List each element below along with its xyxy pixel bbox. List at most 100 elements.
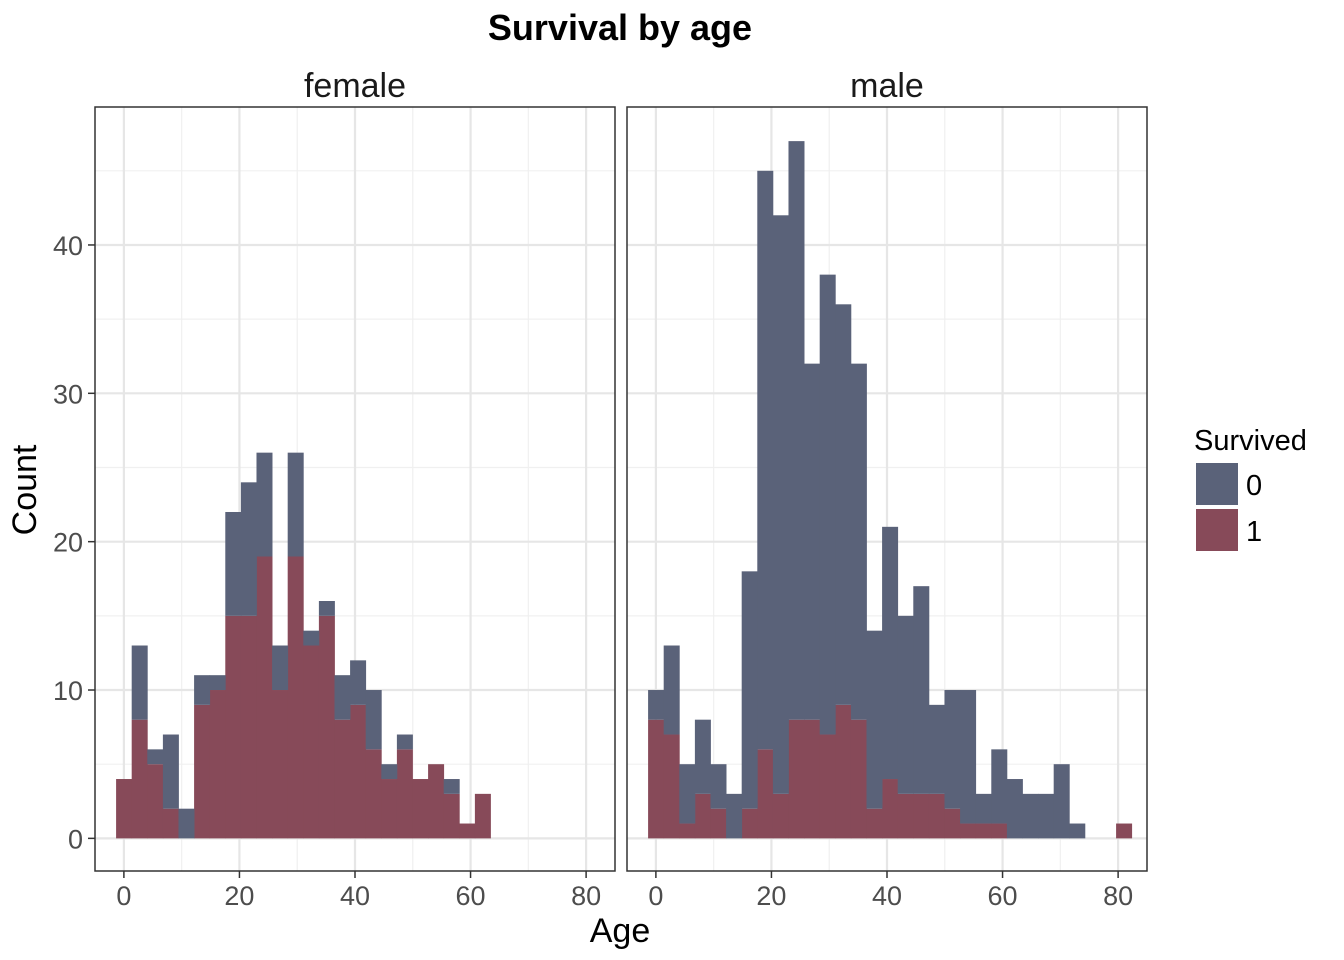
bar-survived-0 [772, 215, 789, 794]
bar-survived-1 [866, 808, 883, 839]
bar-survived-0 [944, 690, 961, 809]
y-tick-label: 30 [53, 379, 83, 409]
bar-survived-0 [679, 764, 696, 824]
bar-survived-0 [443, 779, 460, 794]
bar-survived-1 [835, 704, 852, 839]
bar-survived-1 [648, 719, 665, 839]
bar-survived-0 [256, 452, 273, 557]
bar-survived-1 [209, 690, 226, 839]
bars [648, 141, 1133, 839]
legend-label-1: 1 [1246, 516, 1262, 548]
bar-survived-0 [287, 452, 304, 557]
bar-survived-1 [272, 690, 289, 839]
bar-survived-1 [679, 823, 696, 839]
panel-female: female [94, 67, 616, 872]
bar-survived-0 [147, 749, 164, 765]
bar-survived-0 [303, 630, 320, 646]
bar-survived-1 [194, 704, 211, 839]
bar-survived-1 [350, 704, 367, 839]
y-tick-label: 20 [53, 528, 83, 558]
bar-survived-0 [928, 704, 945, 794]
legend-title: Survived [1194, 425, 1307, 457]
bar-survived-1 [772, 793, 789, 839]
strip-label: male [850, 67, 924, 105]
legend: Survived 0 1 [1194, 425, 1307, 551]
bar-survived-1 [694, 793, 711, 839]
bar-survived-1 [412, 779, 429, 839]
bar-survived-1 [365, 749, 382, 839]
bar-survived-0 [209, 675, 226, 691]
bar-survived-0 [882, 526, 899, 780]
bar-survived-1 [741, 808, 758, 839]
bar-survived-1 [757, 749, 774, 839]
bar-survived-1 [882, 779, 899, 839]
bar-survived-0 [1022, 793, 1039, 839]
y-tick-label: 0 [68, 824, 83, 854]
x-tick-label: 80 [1103, 881, 1133, 911]
bar-survived-0 [178, 808, 195, 839]
y-axis: 0 10 20 30 40 [53, 231, 95, 854]
bar-survived-0 [194, 675, 211, 705]
bar-survived-1 [318, 615, 335, 839]
bar-survived-0 [272, 645, 289, 691]
bar-survived-1 [459, 823, 476, 839]
bar-survived-0 [975, 793, 992, 824]
chart-title: Survival by age [488, 7, 752, 48]
y-tick-label: 10 [53, 676, 83, 706]
x-tick-label: 60 [456, 881, 486, 911]
bar-survived-0 [804, 363, 821, 720]
bar-survived-1 [334, 719, 351, 839]
bar-survived-1 [663, 734, 680, 839]
legend-swatch-0 [1196, 463, 1238, 505]
x-axis-female: 0 20 40 60 80 [116, 871, 601, 911]
panel-male: male [626, 67, 1148, 872]
x-tick-label: 40 [340, 881, 370, 911]
legend-swatch-1 [1196, 509, 1238, 551]
bar-survived-0 [710, 764, 727, 809]
bar-survived-1 [303, 645, 320, 839]
bar-survived-0 [1069, 823, 1086, 839]
bar-survived-1 [396, 749, 413, 839]
bar-survived-0 [913, 586, 930, 794]
bar-survived-1 [116, 779, 133, 839]
bar-survived-0 [162, 734, 179, 809]
bar-survived-1 [147, 764, 164, 839]
bar-survived-1 [944, 808, 961, 839]
bar-survived-1 [287, 556, 304, 839]
bar-survived-1 [804, 719, 821, 839]
x-tick-label: 20 [224, 881, 254, 911]
legend-label-0: 0 [1246, 470, 1262, 502]
bar-survived-0 [850, 363, 867, 720]
bar-survived-0 [318, 601, 335, 616]
bar-survived-1 [474, 793, 491, 839]
bar-survived-0 [694, 719, 711, 794]
x-axis-male: 0 20 40 60 80 [648, 871, 1133, 911]
bar-survived-1 [788, 719, 805, 839]
bar-survived-1 [256, 556, 273, 839]
bar-survived-1 [897, 793, 914, 839]
bar-survived-0 [225, 511, 242, 616]
bar-survived-0 [741, 571, 758, 809]
bar-survived-1 [131, 719, 148, 839]
bar-survived-1 [928, 793, 945, 839]
bar-survived-0 [835, 304, 852, 705]
bar-survived-0 [788, 141, 805, 720]
x-tick-label: 0 [116, 881, 131, 911]
x-axis-title: Age [590, 912, 651, 950]
bar-survived-0 [350, 660, 367, 705]
x-tick-label: 80 [571, 881, 601, 911]
bar-survived-0 [396, 734, 413, 750]
bar-survived-1 [850, 719, 867, 839]
bar-survived-1 [1116, 823, 1133, 839]
bar-survived-0 [381, 764, 398, 780]
strip-label: female [304, 67, 406, 105]
bar-survived-0 [866, 630, 883, 809]
bars [116, 452, 491, 839]
bar-survived-0 [726, 793, 743, 839]
bar-survived-0 [960, 690, 977, 824]
bar-survived-0 [1038, 793, 1055, 839]
bar-survived-1 [225, 615, 242, 839]
x-tick-label: 60 [988, 881, 1018, 911]
bar-survived-1 [975, 823, 992, 839]
